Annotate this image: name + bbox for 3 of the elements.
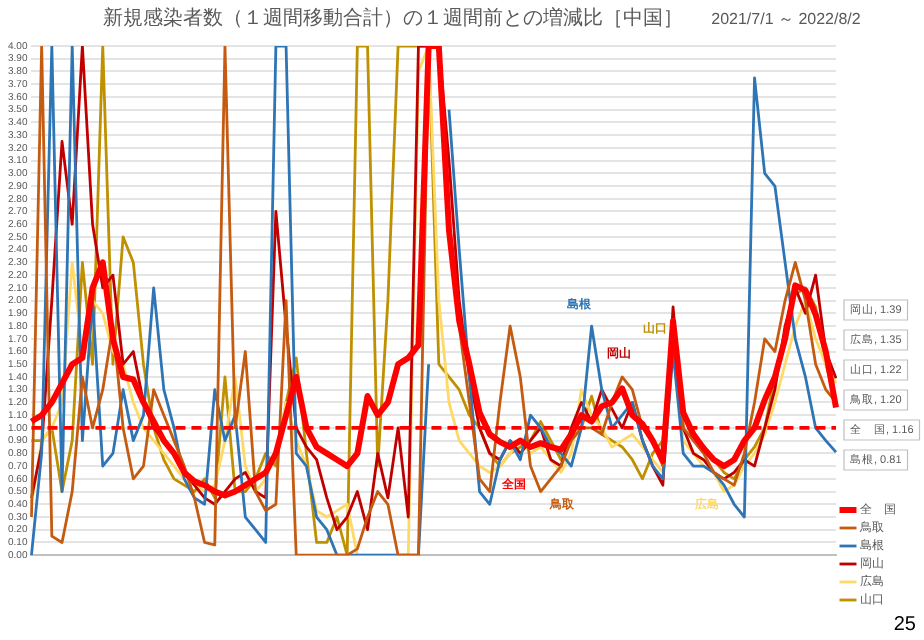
chart-subtitle: 2021/7/1 ～ 2022/8/2 <box>711 7 861 29</box>
chart-title: 新規感染者数（１週間移動合計）の１週間前との増減比［中国］ <box>103 5 684 32</box>
text: 25 <box>893 613 917 636</box>
